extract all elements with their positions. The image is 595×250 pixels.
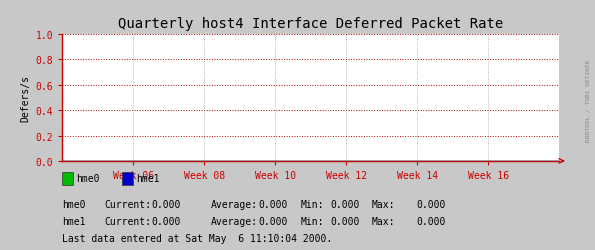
Text: 0.000: 0.000 [330, 199, 359, 209]
Text: 0.000: 0.000 [259, 199, 288, 209]
Text: Min:: Min: [300, 199, 324, 209]
Title: Quarterly host4 Interface Deferred Packet Rate: Quarterly host4 Interface Deferred Packe… [118, 17, 503, 31]
Text: hme0: hme0 [76, 174, 99, 184]
Text: Max:: Max: [372, 199, 395, 209]
Text: 0.000: 0.000 [152, 216, 181, 226]
Y-axis label: Defers/s: Defers/s [20, 75, 30, 122]
Text: Average:: Average: [211, 216, 258, 226]
Text: RRDTOOL / TOBI OETIKER: RRDTOOL / TOBI OETIKER [586, 59, 591, 141]
Text: hme0: hme0 [62, 199, 86, 209]
Text: 0.000: 0.000 [416, 199, 446, 209]
Text: 0.000: 0.000 [259, 216, 288, 226]
Text: Last data entered at Sat May  6 11:10:04 2000.: Last data entered at Sat May 6 11:10:04 … [62, 233, 333, 243]
Text: 0.000: 0.000 [416, 216, 446, 226]
Text: Average:: Average: [211, 199, 258, 209]
Text: Min:: Min: [300, 216, 324, 226]
Text: 0.000: 0.000 [330, 216, 359, 226]
Text: 0.000: 0.000 [152, 199, 181, 209]
Text: Current:: Current: [104, 216, 151, 226]
Text: Current:: Current: [104, 199, 151, 209]
Text: hme1: hme1 [136, 174, 159, 184]
Text: Max:: Max: [372, 216, 395, 226]
Text: hme1: hme1 [62, 216, 86, 226]
